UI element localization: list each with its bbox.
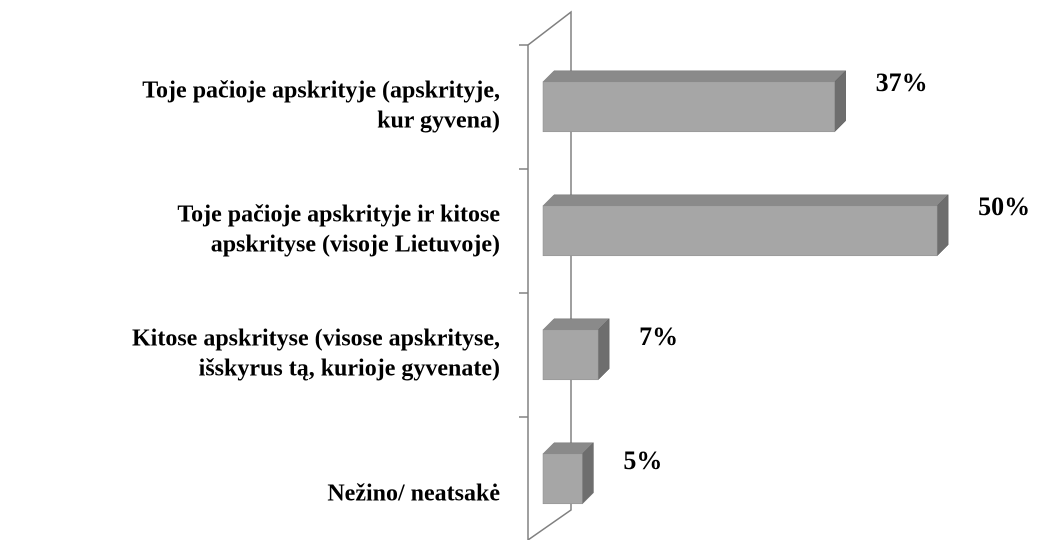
bar-top: [542, 70, 847, 83]
category-label: Kitose apskrityse (visose apskrityse,: [132, 325, 500, 351]
value-label: 50%: [978, 192, 1030, 221]
category-label: Toje pačioje apskrityje ir kitose: [177, 201, 500, 227]
value-label: 37%: [876, 68, 928, 97]
bar-side: [597, 318, 610, 381]
bar: [542, 329, 599, 381]
category-label: Nežino/ neatsakė: [327, 480, 500, 506]
category-label: apskrityse (visoje Lietuvoje): [211, 231, 500, 257]
value-label: 5%: [623, 446, 662, 475]
category-label: kur gyvena): [377, 107, 500, 133]
bar-side: [936, 194, 949, 257]
category-label: išskyrus tą, kurioje gyvenate): [199, 355, 500, 381]
bar-side: [834, 70, 846, 133]
bar-top: [542, 194, 949, 207]
bar-top: [542, 318, 610, 331]
wall-outline: [527, 10, 572, 540]
axis-wall: [519, 10, 572, 540]
category-label: Toje pačioje apskrityje (apskrityje,: [142, 77, 500, 103]
bar-side: [582, 442, 594, 505]
bar: [542, 453, 583, 505]
value-label: 7%: [639, 322, 678, 351]
bar: [542, 81, 835, 133]
bar: [542, 205, 938, 257]
